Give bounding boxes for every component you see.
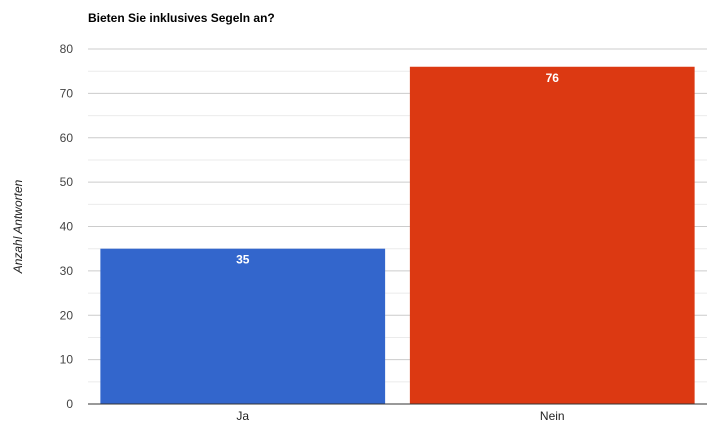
y-tick-label: 50 bbox=[60, 175, 74, 189]
y-tick-label: 0 bbox=[66, 397, 73, 411]
x-tick-label: Nein bbox=[540, 409, 565, 421]
bar-nein bbox=[409, 66, 695, 404]
labels: 0 10 20 30 40 50 60 70 80 35 Ja 76 Nein Anzahl Antwor… bbox=[11, 42, 565, 421]
y-tick-label: 40 bbox=[60, 220, 74, 234]
bars bbox=[100, 66, 695, 404]
y-axis-title: Anzahl Antworten bbox=[11, 179, 25, 274]
data-label: 76 bbox=[546, 71, 560, 85]
x-tick-label: Ja bbox=[236, 409, 249, 421]
y-tick-label: 10 bbox=[60, 353, 74, 367]
y-tick-label: 20 bbox=[60, 308, 74, 322]
bar-ja bbox=[100, 248, 386, 404]
chart-title: Bieten Sie inklusives Segeln an? bbox=[88, 11, 275, 25]
y-tick-label: 70 bbox=[60, 86, 74, 100]
y-tick-label: 80 bbox=[60, 42, 74, 56]
y-tick-label: 60 bbox=[60, 131, 74, 145]
data-label: 35 bbox=[236, 253, 250, 267]
y-tick-label: 30 bbox=[60, 264, 74, 278]
